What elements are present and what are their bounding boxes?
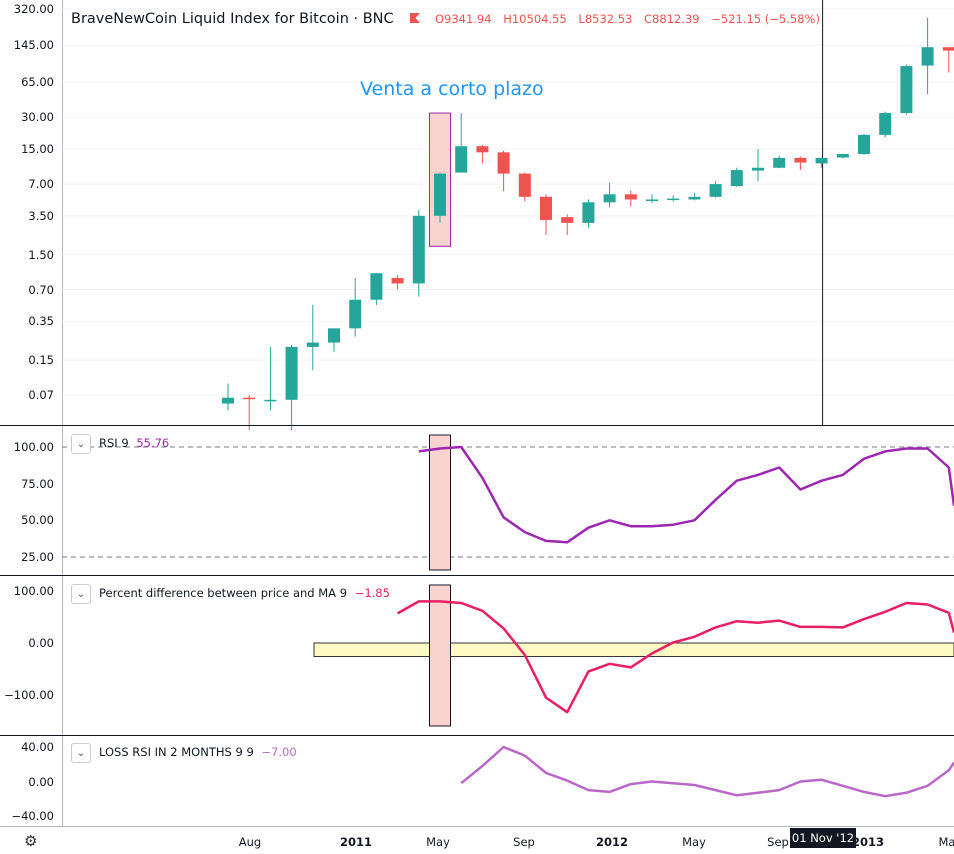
x-tick-label: May	[426, 835, 450, 849]
candle-body	[519, 174, 531, 197]
rsi-collapse-button[interactable]: ⌄	[71, 434, 91, 454]
candle-body	[773, 158, 785, 168]
rsi-value: 55.76	[136, 436, 169, 450]
candle-body	[498, 152, 510, 173]
loss-value: −7.00	[261, 745, 296, 759]
rsi-label[interactable]: RSI 9	[99, 436, 129, 450]
symbol-title[interactable]: BraveNewCoin Liquid Index for Bitcoin · …	[71, 11, 394, 27]
loss-collapse-button[interactable]: ⌄	[71, 743, 91, 763]
candle-body	[243, 398, 255, 400]
ohlc-change: −521.15 (−5.58%)	[711, 12, 820, 26]
flag-icon[interactable]	[409, 12, 421, 27]
candle-body	[604, 194, 616, 202]
candle-body	[667, 199, 679, 201]
crosshair-date-label: 01 Nov '12	[790, 828, 856, 848]
ohlc-high: H10504.55	[503, 12, 567, 26]
candle-body	[646, 199, 658, 201]
candle-body	[392, 278, 404, 283]
price-chart[interactable]	[0, 0, 954, 426]
pct-label[interactable]: Percent difference between price and MA …	[99, 586, 347, 600]
candle-body	[794, 158, 806, 163]
highlight-box	[430, 435, 451, 570]
candle-body	[900, 66, 912, 113]
annotation-text[interactable]: Venta a corto plazo	[360, 78, 544, 100]
candle-body	[455, 146, 467, 172]
chevron-down-icon: ⌄	[77, 748, 85, 759]
candle-body	[625, 194, 637, 199]
candle-body	[879, 113, 891, 135]
x-tick-label: 2012	[596, 835, 628, 849]
x-tick-label: Sep	[767, 835, 789, 849]
ohlc-open: O9341.94	[435, 12, 492, 26]
candle-body	[561, 217, 573, 223]
candle-body	[943, 47, 954, 50]
x-tick-label: 2011	[340, 835, 372, 849]
chevron-down-icon: ⌄	[77, 589, 85, 600]
gear-icon[interactable]: ⚙	[24, 832, 37, 850]
series-line	[419, 447, 954, 542]
candle-body	[349, 300, 361, 329]
candle-body	[413, 216, 425, 284]
x-tick-label: May	[682, 835, 706, 849]
ohlc-close: C8812.39	[644, 12, 700, 26]
candle-body	[688, 197, 700, 200]
candle-body	[540, 197, 552, 220]
x-tick-label: Ma	[939, 835, 954, 849]
candle-body	[837, 154, 849, 158]
loss-legend: LOSS RSI IN 2 MONTHS 9 9 −7.00	[99, 745, 297, 759]
candle-body	[264, 400, 276, 402]
pct-collapse-button[interactable]: ⌄	[71, 584, 91, 604]
zone-box	[314, 643, 954, 657]
series-line	[461, 747, 954, 796]
legend-header: BraveNewCoin Liquid Index for Bitcoin · …	[71, 11, 820, 27]
candle-body	[922, 47, 934, 65]
candle-body	[582, 202, 594, 223]
chevron-down-icon: ⌄	[77, 439, 85, 450]
candle-body	[286, 347, 298, 400]
x-tick-label: 2013	[852, 835, 884, 849]
x-tick-label: Sep	[513, 835, 535, 849]
ohlc-low: L8532.53	[578, 12, 632, 26]
candle-body	[434, 174, 446, 216]
pct-legend: Percent difference between price and MA …	[99, 586, 390, 600]
pct-value: −1.85	[355, 586, 390, 600]
candle-body	[731, 170, 743, 186]
loss-label[interactable]: LOSS RSI IN 2 MONTHS 9 9	[99, 745, 254, 759]
candle-body	[476, 146, 488, 152]
candle-body	[858, 135, 870, 154]
candle-body	[307, 343, 319, 347]
candle-body	[710, 184, 722, 197]
x-tick-label: Aug	[239, 835, 261, 849]
candle-body	[222, 398, 234, 404]
candle-body	[328, 328, 340, 342]
candle-body	[370, 273, 382, 300]
candle-body	[816, 158, 828, 163]
highlight-box	[430, 585, 451, 726]
rsi-legend: RSI 9 55.76	[99, 436, 169, 450]
candle-body	[752, 168, 764, 171]
